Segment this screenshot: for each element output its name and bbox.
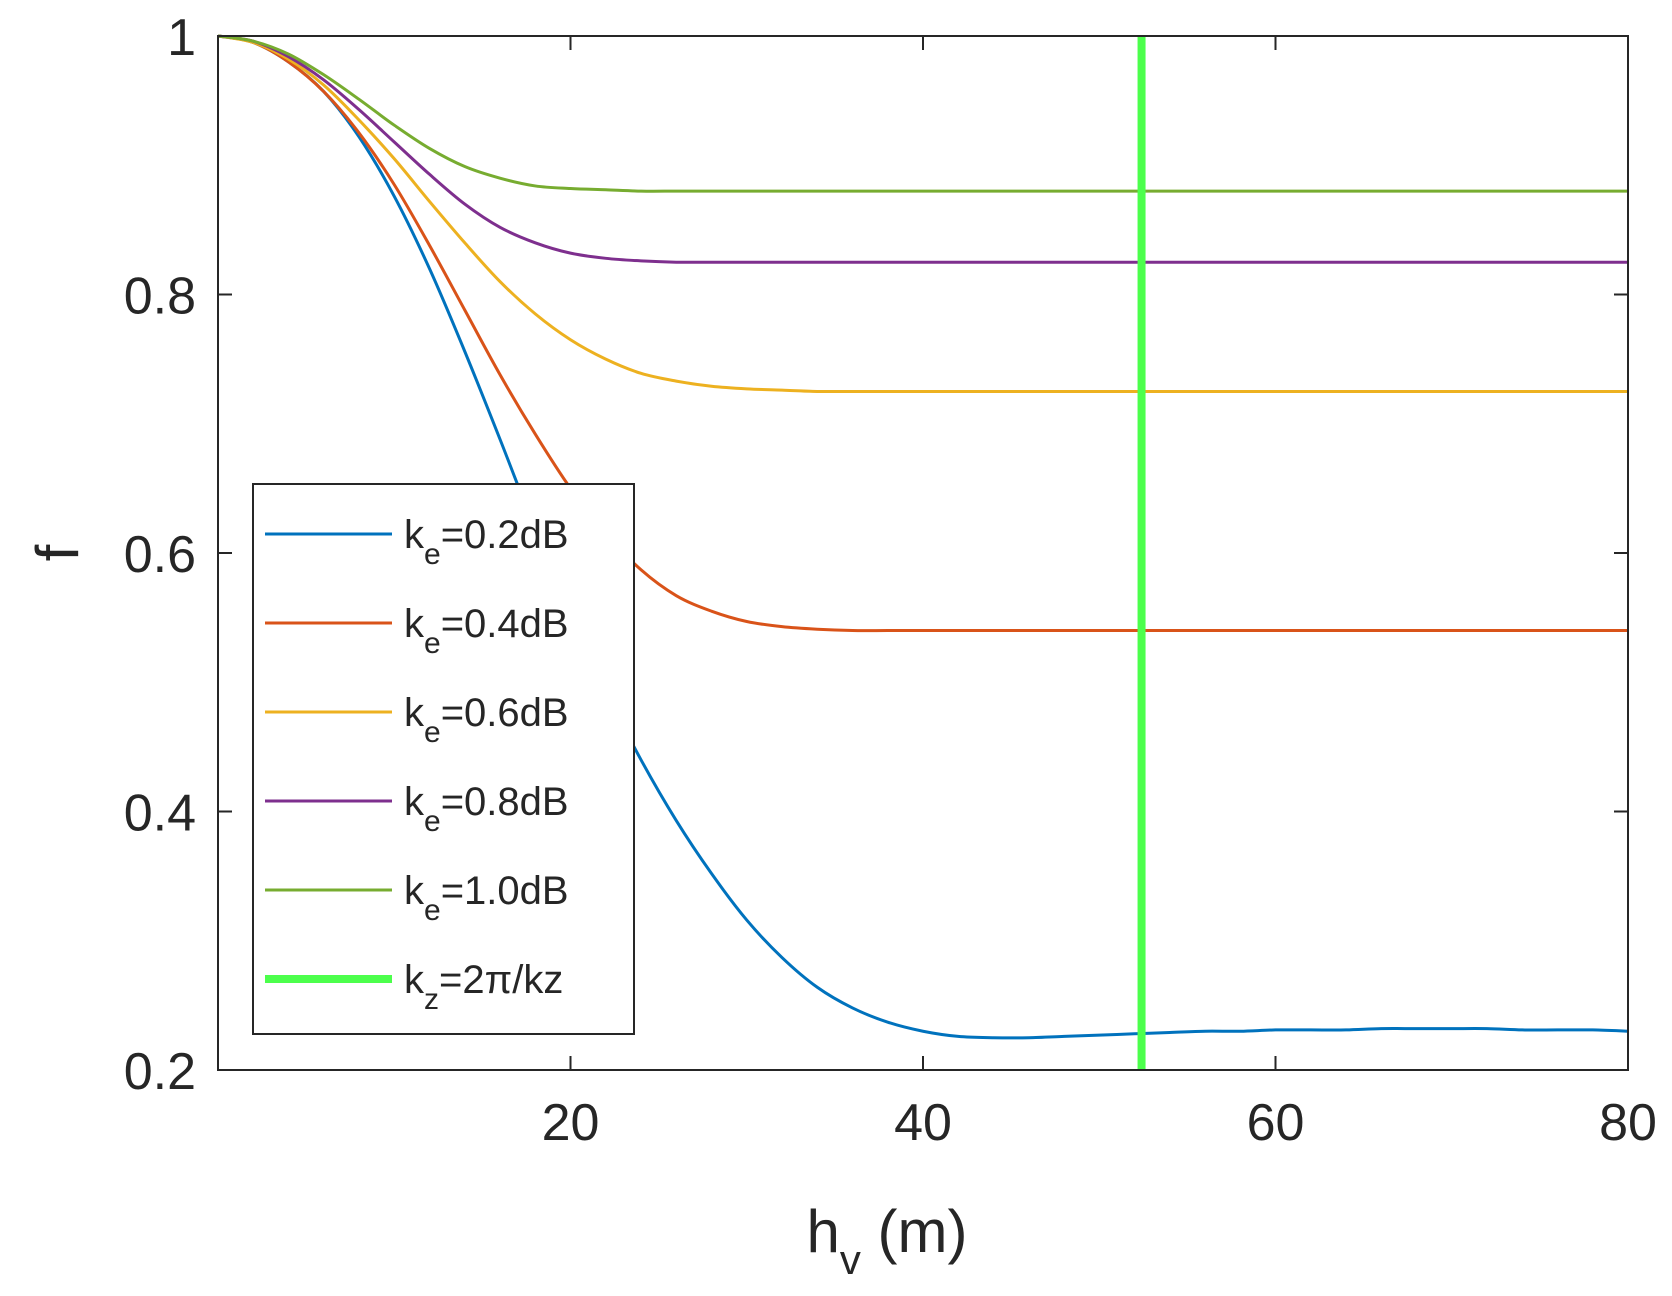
y-tick-label-0: 0.2 (124, 1043, 196, 1101)
data-lines (217, 34, 1629, 1070)
legend-label-1: ke=0.2dB (404, 513, 569, 571)
axis-ticks (218, 35, 1629, 1071)
x-tick-label-80: 80 (1599, 1094, 1657, 1152)
series-line-3 (217, 34, 1628, 394)
y-tick-label-1: 0.4 (124, 785, 196, 843)
x-tick-label-20: 20 (542, 1094, 600, 1152)
legend-label-4: ke=0.8dB (404, 780, 569, 838)
legend: ke=0.2dB ke=0.4dB ke=0.6dB ke=0.8dB ke=1.0dB… (252, 483, 635, 1035)
legend-label-3: ke=0.6dB (404, 691, 569, 749)
legend-label-6: kz=2π/kz (404, 958, 563, 1016)
x-tick-label-40: 40 (894, 1094, 952, 1152)
series-line-2 (217, 34, 1628, 633)
series-line-5 (217, 34, 1628, 193)
x-tick-label-60: 60 (1247, 1094, 1305, 1152)
legend-label-5: ke=1.0dB (404, 869, 569, 927)
y-tick-label-3: 0.8 (124, 268, 196, 326)
series-line-4 (217, 34, 1628, 264)
y-axis-label: f (24, 544, 91, 561)
y-tick-label-2: 0.6 (124, 526, 196, 584)
series-line-1 (217, 34, 1629, 1040)
axis-tick-labels: 20 40 60 80 0.2 0.4 0.6 0.8 1 (124, 9, 1657, 1152)
y-tick-label-4: 1 (167, 9, 196, 67)
x-axis-label: hv (m) (807, 1198, 968, 1283)
legend-box (252, 483, 635, 1035)
legend-label-2: ke=0.4dB (404, 602, 569, 660)
